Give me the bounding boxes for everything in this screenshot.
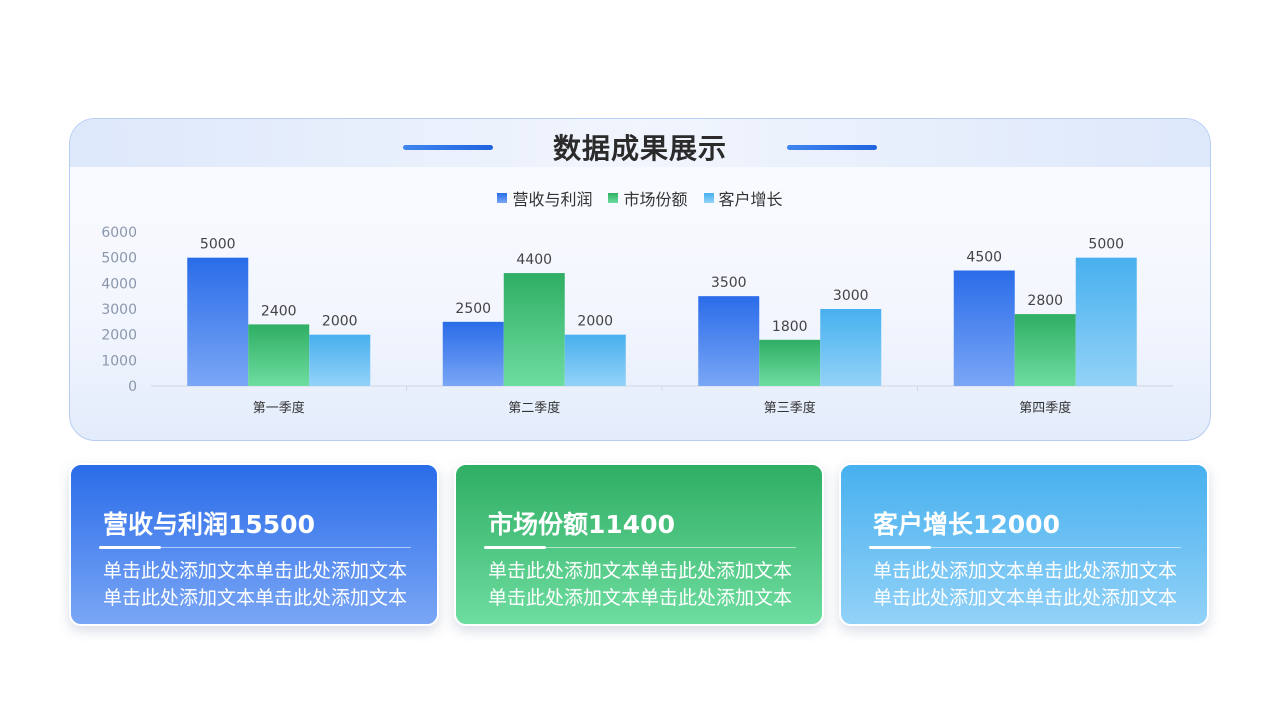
card-text[interactable]: 单击此处添加文本单击此处添加文本单击此处添加文本单击此处添加文本 [488, 560, 793, 609]
data-label: 2400 [261, 303, 297, 319]
legend-item-series-1: 营收与利润 [497, 186, 592, 210]
data-label: 2000 [322, 314, 358, 330]
chart-panel: 数据成果展示 营收与利润 市场份额 客户增长 0 1000 2000 3000 4000… [69, 118, 1211, 441]
summary-card-market-share: 市场份额11400 单击此处添加文本单击此处添加文本单击此处添加文本单击此处添加… [454, 463, 824, 626]
card-title: 市场份额11400 [488, 510, 675, 539]
data-label: 1800 [772, 319, 808, 335]
y-tick-label: 5000 [101, 251, 137, 267]
card-title: 营收与利润15500 [103, 510, 315, 539]
bar-series-3 [309, 334, 371, 386]
y-tick-label: 4000 [101, 276, 137, 292]
legend-swatch-series-2 [608, 193, 619, 203]
bar-series-1 [698, 296, 760, 386]
summary-card-revenue: 营收与利润15500 单击此处添加文本单击此处添加文本单击此处添加文本单击此处添… [69, 463, 439, 626]
bar-series-3 [564, 334, 626, 386]
x-category-label: 第三季度 [764, 400, 816, 416]
card-divider [484, 547, 796, 548]
y-tick-label: 1000 [101, 353, 137, 369]
chart-title: 数据成果展示 [552, 132, 727, 165]
summary-card-customer-growth: 客户增长12000 单击此处添加文本单击此处添加文本单击此处添加文本单击此处添加… [839, 463, 1209, 626]
legend-swatch-series-3 [703, 193, 714, 203]
card-text[interactable]: 单击此处添加文本单击此处添加文本单击此处添加文本单击此处添加文本 [103, 560, 408, 609]
card-divider-accent [99, 546, 161, 549]
data-label: 5000 [1088, 237, 1124, 253]
data-label: 5000 [200, 237, 236, 253]
bar-series-1 [953, 270, 1015, 386]
card-divider [99, 547, 411, 548]
data-label: 2800 [1027, 293, 1063, 309]
data-label: 3500 [711, 275, 747, 291]
y-tick-label: 2000 [101, 328, 137, 344]
title-decoration-left [403, 145, 493, 150]
bar-series-1 [442, 321, 504, 386]
card-text[interactable]: 单击此处添加文本单击此处添加文本单击此处添加文本单击此处添加文本 [873, 560, 1178, 609]
data-label: 2000 [577, 314, 613, 330]
bar-chart: 0 1000 2000 3000 4000 5000 6000 5000 2400 2000 第一季… [101, 225, 1173, 416]
legend-swatch-series-1 [497, 193, 508, 203]
bar-series-2 [759, 339, 821, 386]
card-divider [869, 547, 1181, 548]
data-label: 3000 [833, 288, 869, 304]
data-label: 4500 [966, 250, 1002, 266]
bar-series-1 [187, 257, 249, 386]
bar-series-2 [1014, 314, 1076, 386]
title-decoration-right [787, 145, 877, 150]
y-tick-label: 6000 [101, 225, 137, 241]
data-label: 2500 [455, 301, 491, 317]
data-label: 4400 [516, 252, 552, 268]
x-category-label: 第二季度 [508, 400, 560, 416]
legend-label-series-2: 市场份额 [623, 190, 688, 209]
title-band [70, 119, 1210, 167]
card-divider-accent [484, 546, 546, 549]
legend-label-series-3: 客户增长 [718, 190, 783, 209]
card-divider-accent [869, 546, 931, 549]
bar-series-3 [1075, 257, 1137, 386]
legend-label-series-1: 营收与利润 [512, 190, 593, 209]
y-tick-label: 0 [128, 379, 137, 395]
x-category-label: 第一季度 [253, 400, 305, 416]
chart-legend: 营收与利润 市场份额 客户增长 [70, 186, 1210, 210]
bar-series-3 [820, 309, 882, 386]
legend-item-series-3: 客户增长 [703, 186, 783, 210]
bar-series-2 [503, 273, 565, 386]
card-title: 客户增长12000 [873, 510, 1060, 539]
y-tick-label: 3000 [101, 302, 137, 318]
x-category-label: 第四季度 [1019, 400, 1071, 416]
legend-item-series-2: 市场份额 [608, 186, 688, 210]
bar-series-2 [248, 324, 310, 386]
